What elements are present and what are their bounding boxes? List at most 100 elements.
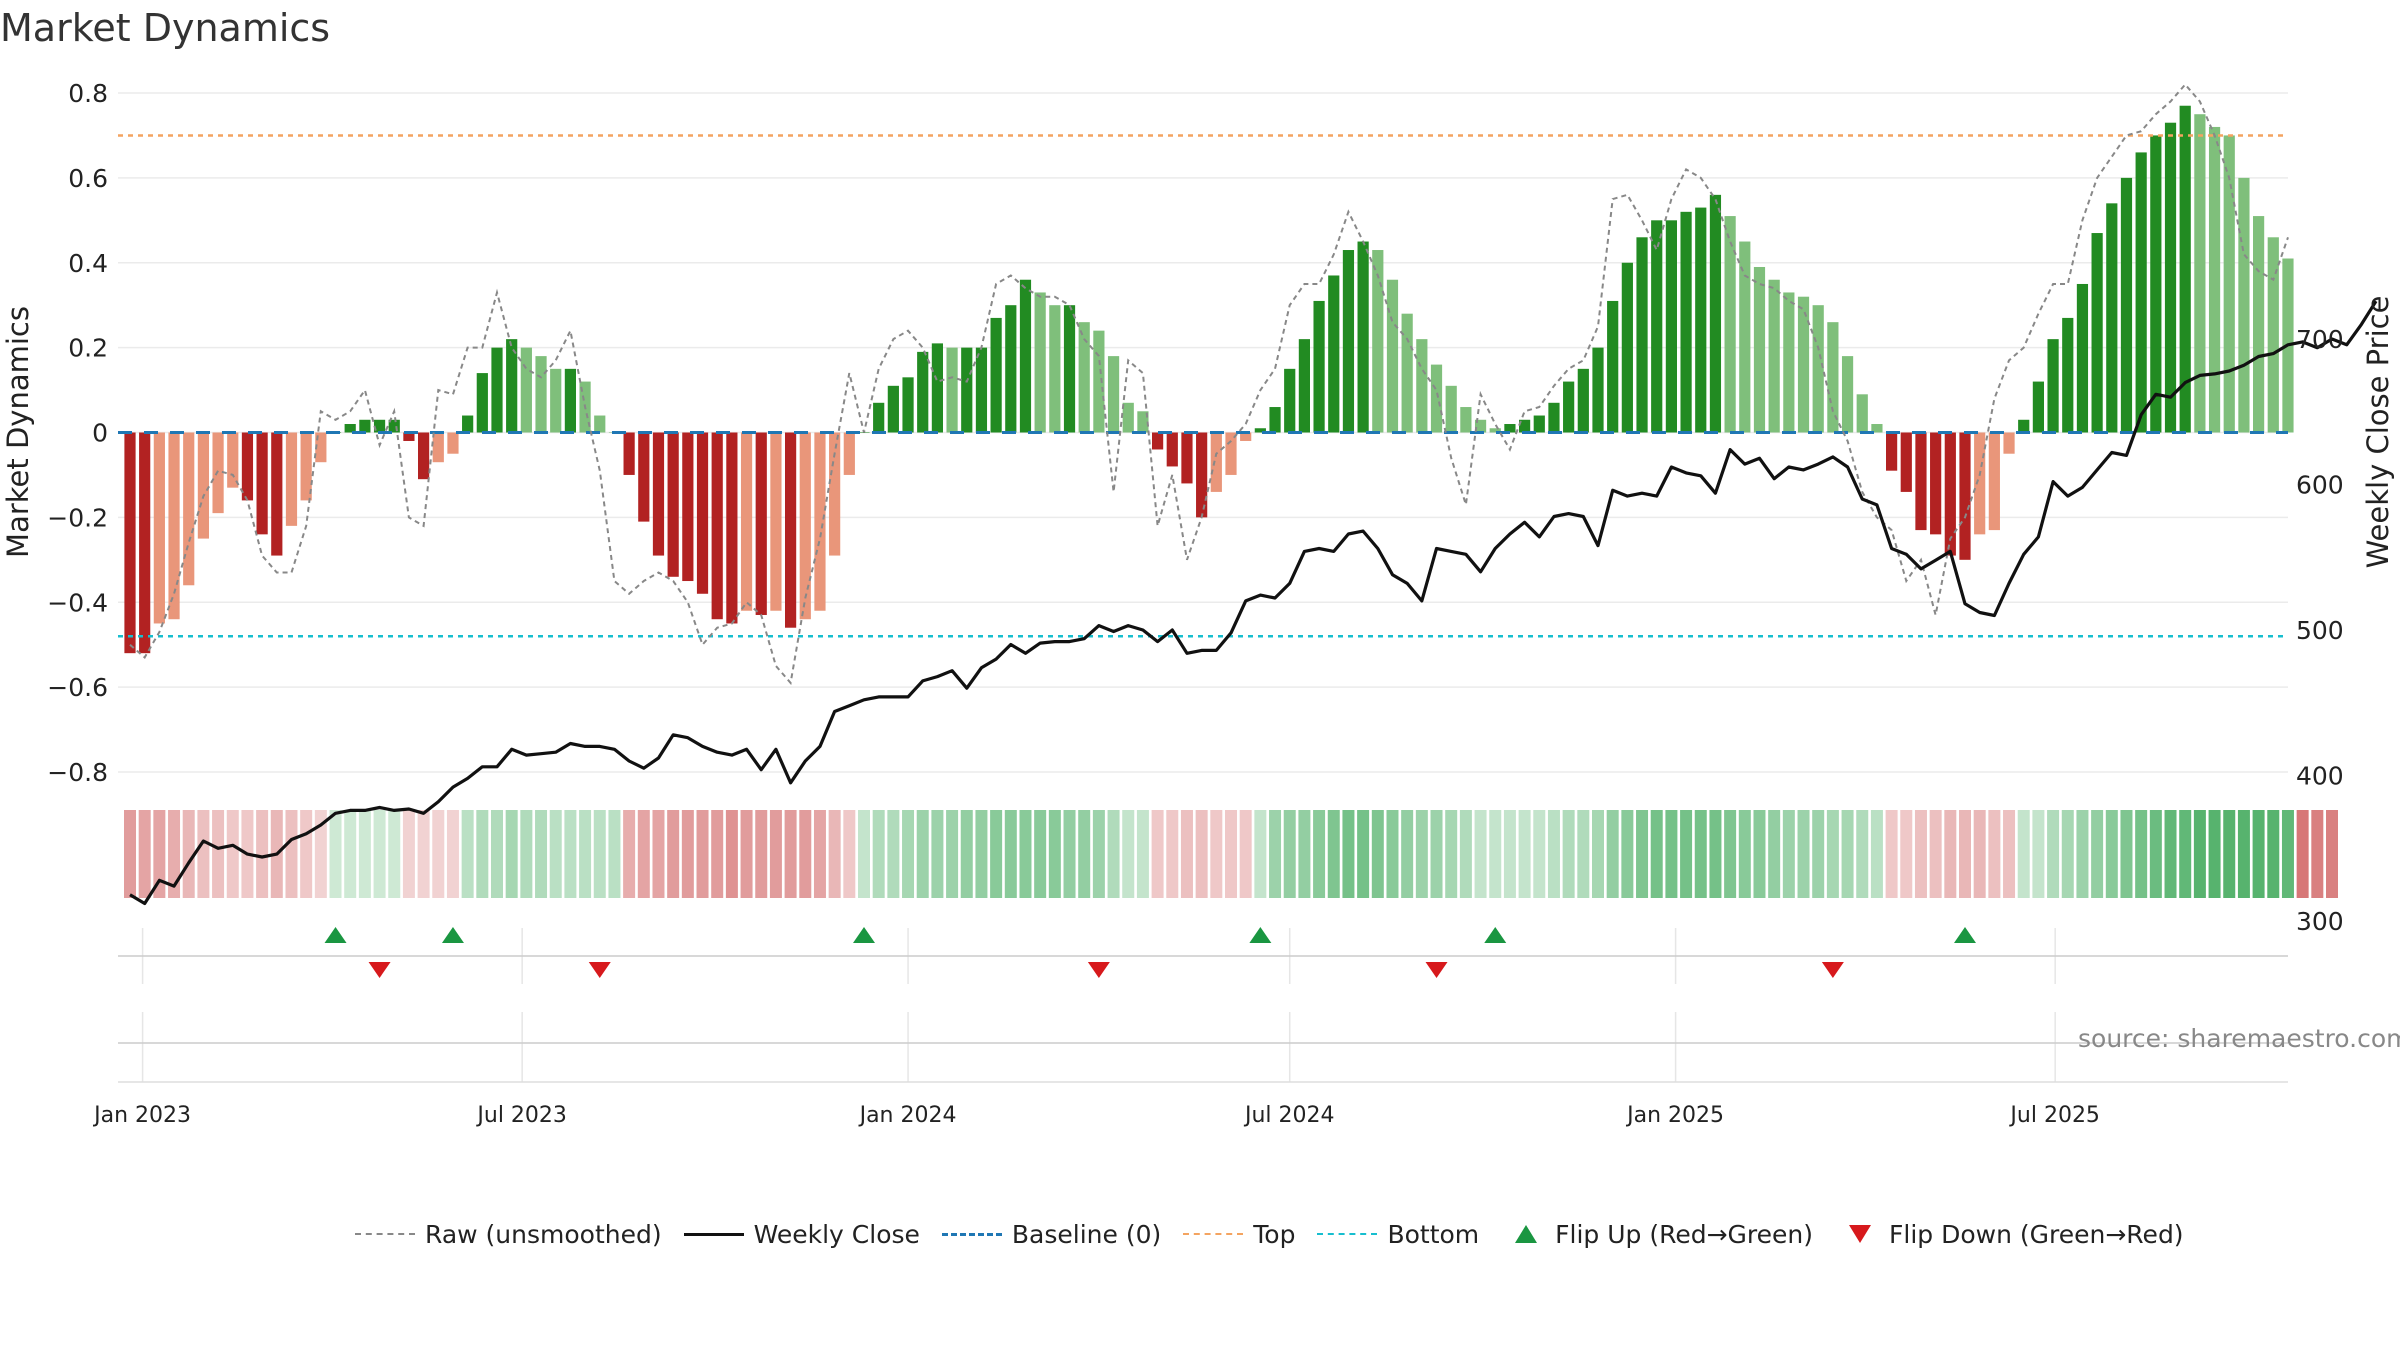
- dynamics-bar: [1841, 356, 1854, 433]
- heat-cell: [799, 810, 812, 898]
- heat-cell: [1298, 810, 1311, 898]
- heat-cell: [1092, 810, 1105, 898]
- dynamics-bar: [476, 373, 488, 433]
- dynamics-bar: [1181, 432, 1193, 484]
- heat-cell: [1063, 810, 1076, 898]
- dynamics-bar: [2194, 114, 2206, 433]
- dynamics-bar: [1768, 279, 1780, 433]
- y2-tick-label: 300: [2296, 907, 2344, 936]
- heat-cell: [1665, 810, 1678, 898]
- dynamics-bar: [168, 432, 180, 620]
- dynamics-bar: [1122, 402, 1134, 433]
- x-tick-label: Jan 2023: [92, 1103, 191, 1128]
- heat-cell: [1841, 810, 1854, 898]
- heat-cell: [432, 810, 445, 898]
- legend-item-top: Top: [1183, 1220, 1295, 1249]
- heat-cell: [1577, 810, 1590, 898]
- source-credit: source: sharemaestro.com: [2078, 1024, 2400, 1053]
- heat-cell: [1313, 810, 1326, 898]
- dynamics-bar: [1753, 266, 1766, 433]
- dynamics-bar: [227, 432, 239, 488]
- heat-cell: [623, 810, 636, 898]
- heat-cell: [226, 810, 239, 898]
- x-tick-label: Jul 2025: [2008, 1103, 2100, 1128]
- dynamics-bar: [1416, 339, 1428, 433]
- heat-cell: [1606, 810, 1619, 898]
- dynamics-bar: [1005, 305, 1017, 433]
- dynamics-bar: [843, 432, 855, 475]
- dynamics-bar: [1372, 250, 1384, 433]
- heat-cell: [1988, 810, 2001, 898]
- heat-cell: [1753, 810, 1766, 898]
- heat-cell: [1738, 810, 1751, 898]
- heat-cell: [784, 810, 797, 898]
- heat-cell: [1636, 810, 1649, 898]
- heat-cell: [402, 810, 415, 898]
- heat-cell: [1944, 810, 1957, 898]
- heat-cell: [1136, 810, 1149, 898]
- dynamics-bar: [1489, 428, 1501, 433]
- dynamics-bar: [153, 432, 165, 624]
- heat-cell: [2208, 810, 2221, 898]
- dynamics-bar: [1577, 368, 1589, 433]
- dynamics-bar: [2267, 237, 2279, 433]
- heat-cell: [2149, 810, 2162, 898]
- y-tick-label: 0.4: [68, 249, 108, 278]
- dynamics-bar: [1636, 237, 1648, 433]
- dynamics-bar: [241, 432, 254, 501]
- heat-cell: [652, 810, 665, 898]
- dynamics-bar: [462, 415, 474, 433]
- dynamics-bar: [1063, 305, 1076, 433]
- heat-cell: [1210, 810, 1223, 898]
- heat-cell: [344, 810, 357, 898]
- heat-cell: [476, 810, 489, 898]
- dynamics-bar: [696, 432, 709, 594]
- heat-cell: [902, 810, 915, 898]
- heat-cell: [1254, 810, 1267, 898]
- heat-cell: [2311, 810, 2324, 898]
- heat-cell: [711, 810, 724, 898]
- dynamics-bar: [2238, 177, 2250, 433]
- dynamics-bar: [1988, 432, 2000, 531]
- dynamics-bar: [124, 432, 136, 654]
- dynamics-bar: [975, 347, 988, 433]
- heat-cell: [2120, 810, 2133, 898]
- dynamics-bar: [1430, 364, 1443, 433]
- dynamics-bar: [2003, 432, 2015, 454]
- heat-cell: [769, 810, 782, 898]
- series-lines: [129, 82, 2378, 906]
- dynamics-bar: [2150, 135, 2162, 433]
- solid-black-line-icon: [683, 1224, 744, 1244]
- dynamics-bar: [1078, 322, 1090, 433]
- legend-label-close: Weekly Close: [753, 1219, 920, 1249]
- heat-cell: [1650, 810, 1663, 898]
- dynamics-bar: [2208, 126, 2221, 433]
- dynamics-bar: [946, 347, 958, 433]
- dynamics-bar: [1357, 241, 1369, 433]
- y-tick-label: 0.6: [68, 164, 108, 193]
- y-tick-label: 0: [92, 419, 108, 448]
- heat-cell: [593, 810, 606, 898]
- dynamics-bar: [770, 432, 782, 611]
- flip-up-marker: [1249, 927, 1272, 943]
- dynamics-bar: [1386, 279, 1399, 433]
- dynamics-bar: [652, 432, 665, 556]
- heat-cell: [1283, 810, 1296, 898]
- dynamics-bar: [1152, 432, 1164, 450]
- heat-cell: [1445, 810, 1458, 898]
- dynamics-bar: [1959, 432, 1971, 560]
- dynamics-bar: [667, 432, 679, 577]
- heat-cell: [2281, 810, 2294, 898]
- dynamics-bar: [785, 432, 797, 628]
- heat-cell: [755, 810, 768, 898]
- heat-cell: [828, 810, 841, 898]
- heat-cell: [1430, 810, 1443, 898]
- heat-cell: [725, 810, 738, 898]
- dynamics-bar: [403, 432, 415, 441]
- dynamics-bar: [1034, 292, 1046, 433]
- dynamics-bar: [285, 432, 298, 526]
- heat-cell: [946, 810, 959, 898]
- x-tick-label: Jan 2025: [1625, 1103, 1724, 1128]
- heat-cell: [1592, 810, 1604, 898]
